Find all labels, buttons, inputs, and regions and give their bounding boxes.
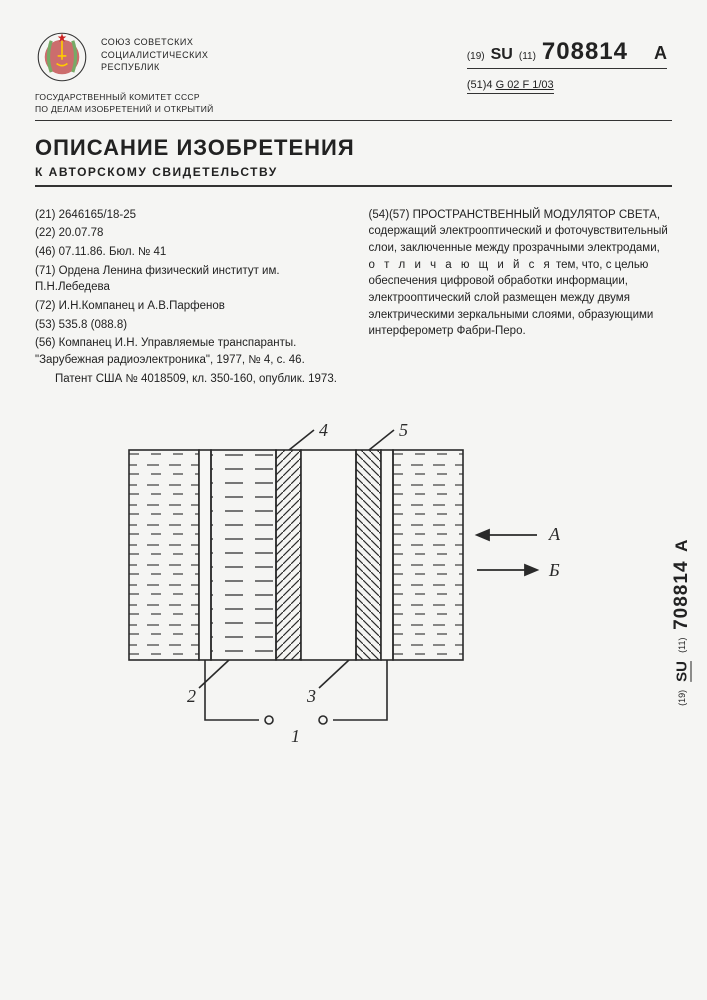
fig-label-2: 2 [187, 686, 196, 706]
fig-label-1: 1 [291, 726, 300, 746]
committee-text: ГОСУДАРСТВЕННЫЙ КОМИТЕТ СССР ПО ДЕЛАМ ИЗ… [35, 92, 672, 116]
figure: 4 5 2 3 1 А Б [99, 420, 609, 760]
field-56b: Патент США № 4018509, кл. 350-160, опубл… [35, 371, 339, 388]
side-11: (11) [677, 638, 687, 653]
fig-label-a: А [548, 524, 561, 544]
side-a: A [672, 540, 692, 552]
field-53: (53) 535.8 (088.8) [35, 317, 339, 334]
fig-label-4: 4 [319, 420, 328, 440]
subtitle: К АВТОРСКОМУ СВИДЕТЕЛЬСТВУ [35, 165, 672, 179]
side-19: (19) [677, 690, 687, 706]
field-46: (46) 07.11.86. Бюл. № 41 [35, 244, 339, 261]
divider-thick [35, 185, 672, 187]
class-code: G 02 F 1/03 [496, 79, 554, 91]
prefix-11: (11) [519, 51, 536, 62]
document-number: (19) SU (11) 708814 A (51)4 G 02 F 1/03 [467, 38, 667, 94]
side-su: SU [674, 661, 691, 682]
union-line: СОЦИАЛИСТИЧЕСКИХ [101, 49, 208, 62]
prefix-19: (19) [467, 51, 485, 62]
doc-suffix: A [654, 43, 667, 64]
fig-label-b: Б [548, 560, 560, 580]
class-prefix: (51)4 [467, 79, 493, 91]
abstract-part1: (54)(57) ПРОСТРАНСТВЕННЫЙ МОДУЛЯТОР СВЕТ… [369, 209, 668, 254]
soviet-emblem [35, 30, 89, 84]
field-21: (21) 2646165/18-25 [35, 207, 339, 224]
committee-line: ПО ДЕЛАМ ИЗОБРЕТЕНИЙ И ОТКРЫТИЙ [35, 104, 672, 116]
abstract-text: (54)(57) ПРОСТРАНСТВЕННЫЙ МОДУЛЯТОР СВЕТ… [369, 207, 673, 340]
field-72: (72) И.Н.Компанец и А.В.Парфенов [35, 298, 339, 315]
union-text: СОЮЗ СОВЕТСКИХ СОЦИАЛИСТИЧЕСКИХ РЕСПУБЛИ… [101, 30, 208, 74]
country-code: SU [491, 46, 513, 64]
union-line: РЕСПУБЛИК [101, 61, 208, 74]
side-doc-number: (19) SU (11) 708814 A [671, 540, 693, 706]
side-num: 708814 [671, 560, 693, 629]
main-title: ОПИСАНИЕ ИЗОБРЕТЕНИЯ [35, 135, 672, 161]
doc-number: 708814 [542, 38, 628, 66]
abstract-diff: о т л и ч а ю щ и й с я [369, 259, 553, 271]
field-71: (71) Ордена Ленина физический институт и… [35, 263, 339, 296]
divider [35, 120, 672, 121]
union-line: СОЮЗ СОВЕТСКИХ [101, 36, 208, 49]
field-56: (56) Компанец И.Н. Управляемые транспара… [35, 335, 339, 368]
fig-label-5: 5 [399, 420, 408, 440]
field-22: (22) 20.07.78 [35, 225, 339, 242]
right-column: (54)(57) ПРОСТРАНСТВЕННЫЙ МОДУЛЯТОР СВЕТ… [369, 207, 673, 390]
fig-label-3: 3 [306, 686, 316, 706]
left-column: (21) 2646165/18-25 (22) 20.07.78 (46) 07… [35, 207, 339, 390]
